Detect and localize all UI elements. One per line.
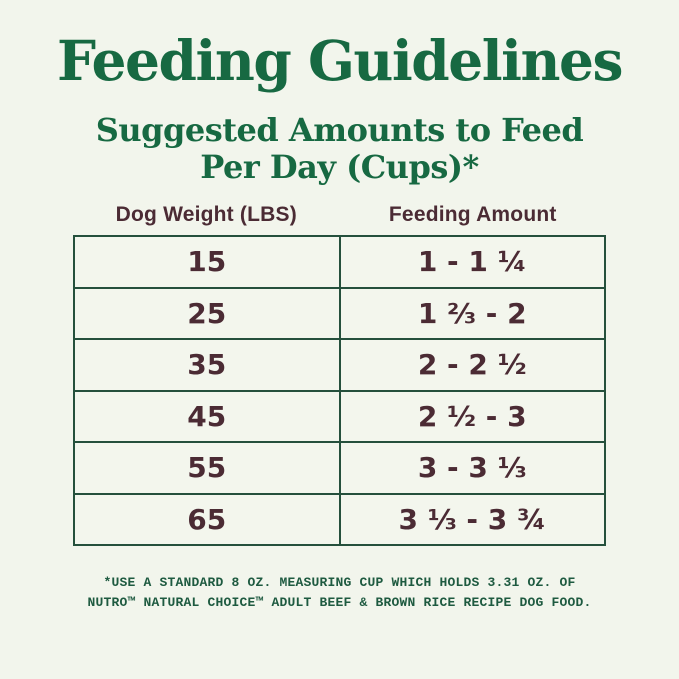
weight-cell: 65 [73,492,341,547]
table-row: 65 3 ⅓ - 3 ¾ [73,492,606,547]
column-header-feeding-amount: Feeding Amount [388,203,557,227]
amount-cell: 3 - 3 ⅓ [338,441,606,495]
table-row: 25 1 ⅔ - 2 [73,286,606,341]
table-column-headers: Dog Weight (LBS) Feeding Amount [73,203,606,227]
weight-cell: 55 [73,441,341,495]
table-row: 45 2 ½ - 3 [73,389,606,444]
table-row: 35 2 - 2 ½ [73,338,606,392]
weight-cell: 25 [73,286,341,341]
weight-cell: 45 [73,389,341,444]
page-title: Feeding Guidelines [56,28,624,93]
amount-cell: 1 - 1 ¼ [338,235,606,289]
weight-cell: 15 [73,235,341,289]
subtitle-line-2: Per Day (Cups)* [200,148,479,187]
amount-cell: 2 - 2 ½ [338,338,606,392]
amount-cell: 3 ⅓ - 3 ¾ [338,492,606,547]
measuring-cup-footnote: *USE A STANDARD 8 OZ. MEASURING CUP WHIC… [0,573,679,613]
footnote-line-2: NUTRO™ NATURAL CHOICE™ ADULT BEEF & BROW… [87,595,592,611]
table-row: 15 1 - 1 ¼ [73,235,606,289]
weight-cell: 35 [73,338,341,392]
feeding-amount-table: 15 1 - 1 ¼ 25 1 ⅔ - 2 35 2 - 2 ½ 45 2 ½ … [73,235,606,547]
amount-cell: 1 ⅔ - 2 [338,286,606,341]
amount-cell: 2 ½ - 3 [338,389,606,444]
table-row: 55 3 - 3 ⅓ [73,441,606,495]
page-subtitle: Suggested Amounts to Feed Per Day (Cups)… [0,110,679,188]
column-header-dog-weight: Dog Weight (LBS) [115,203,297,227]
footnote-line-1: *USE A STANDARD 8 OZ. MEASURING CUP WHIC… [103,575,576,591]
subtitle-line-1: Suggested Amounts to Feed [95,110,584,149]
